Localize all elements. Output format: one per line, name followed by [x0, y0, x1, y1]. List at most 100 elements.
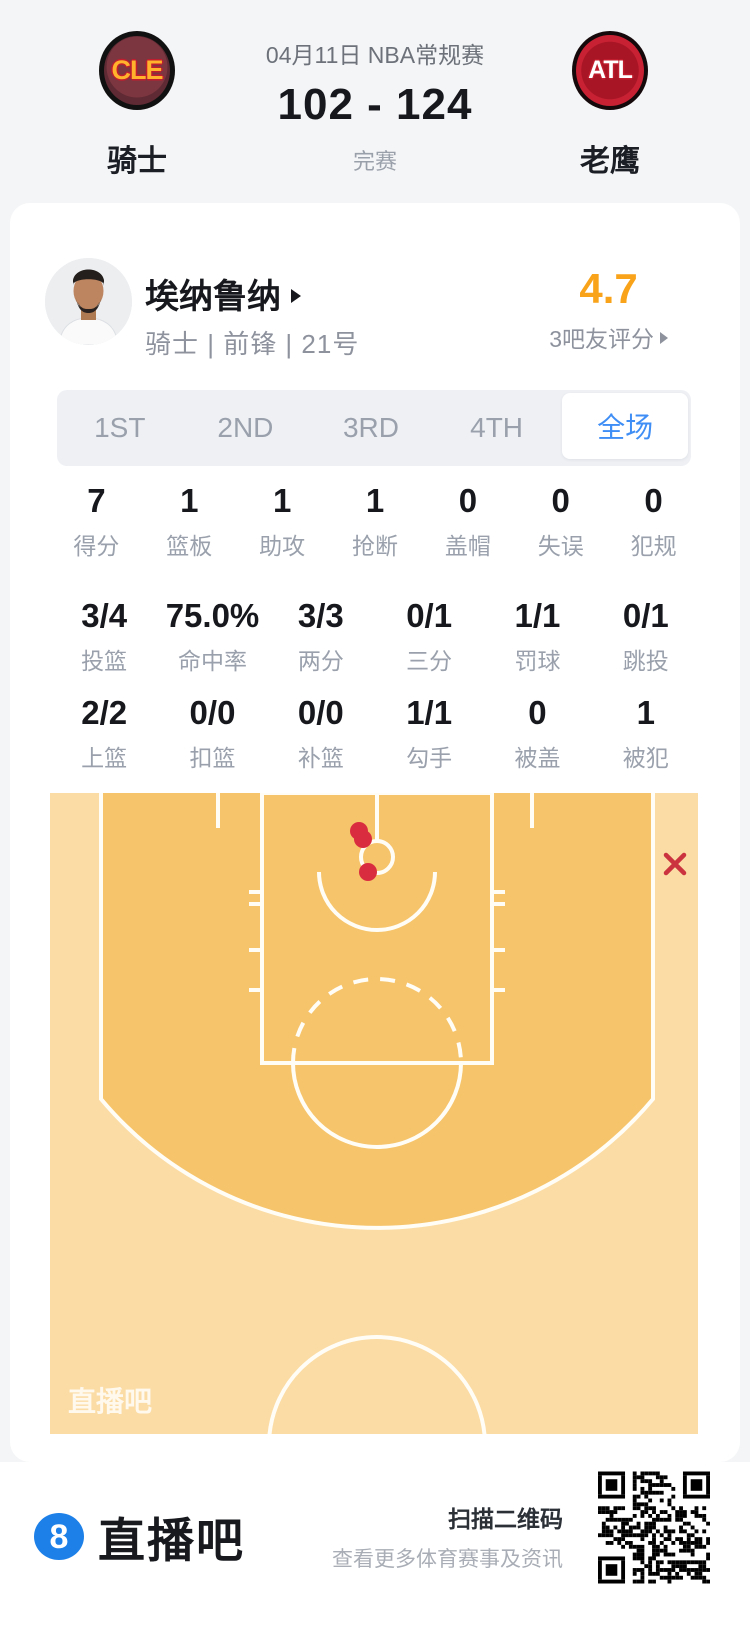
stat-value: 1	[180, 482, 199, 519]
team-away-name: 老鹰	[580, 145, 640, 178]
team-away[interactable]: ATL 老鹰	[540, 31, 680, 180]
stat-label: 投篮	[81, 648, 128, 674]
court-watermark: 直播吧	[68, 1386, 152, 1417]
rating-block[interactable]: 4.7 3吧友评分	[549, 267, 668, 354]
stat-value: 1/1	[514, 597, 561, 634]
player-name-row[interactable]: 埃纳鲁纳	[145, 269, 301, 318]
tab-1st[interactable]: 1ST	[94, 412, 146, 443]
brand-link[interactable]: 8 直播吧	[34, 1502, 245, 1571]
match-center: 04月11日 NBA常规赛 102 - 124 完赛	[185, 0, 565, 176]
stat-label: 罚球	[514, 648, 561, 674]
court-inner-zone	[101, 793, 653, 1228]
stat-cell: 3/3 两分	[267, 598, 375, 676]
chevron-right-icon	[660, 332, 668, 344]
stat-label: 抢断	[352, 533, 398, 559]
tab-2nd[interactable]: 2ND	[217, 412, 274, 443]
stat-value: 2/2	[81, 694, 128, 731]
stat-value: 0	[551, 482, 570, 519]
scan-title: 扫描二维码	[448, 1506, 563, 1532]
stat-label: 篮板	[166, 533, 213, 559]
stat-value: 1	[272, 482, 292, 519]
stat-label: 跳投	[622, 648, 669, 674]
made-shot-marker	[354, 830, 372, 848]
stat-value: 0	[528, 694, 547, 731]
cavaliers-logo: CLE	[99, 31, 175, 110]
stat-value: 0	[644, 482, 663, 519]
stat-value: 0	[458, 482, 478, 519]
rating-label: 3吧友评分	[549, 326, 654, 352]
player-photo	[45, 258, 132, 345]
tab-3rd[interactable]: 3RD	[342, 412, 399, 443]
scan-block: 扫描二维码 查看更多体育赛事及资讯	[332, 1500, 563, 1573]
qr-code	[598, 1471, 710, 1584]
hawks-logo-abbr: ATL	[588, 56, 633, 84]
match-score: 102 - 124	[277, 80, 473, 129]
stat-label: 助攻	[259, 533, 306, 559]
stat-label: 勾手	[406, 745, 453, 771]
team-home-name: 骑士	[107, 145, 167, 178]
stat-cell: 0 犯规	[607, 483, 700, 561]
player-meta: 骑士 | 前锋 | 21号	[145, 329, 360, 359]
tab-全场[interactable]: 全场	[562, 393, 688, 459]
stat-cell: 0 失误	[514, 483, 607, 561]
stat-value: 0/1	[406, 597, 453, 634]
stat-cell: 1/1 罚球	[483, 598, 591, 676]
chevron-right-icon	[291, 288, 301, 303]
stat-cell: 1 被犯	[592, 695, 700, 773]
zhibo8-logo-char: 8	[49, 1517, 69, 1556]
tab-4th[interactable]: 4TH	[470, 412, 524, 443]
stats-row-main: 7 得分 1 篮板 1 助攻 1 抢断 0 盖帽 0 失误 0 犯规	[50, 483, 700, 561]
stat-cell: 0/0 补篮	[267, 695, 375, 773]
hawks-logo: ATL	[572, 31, 648, 110]
stat-cell: 3/4 投篮	[50, 598, 158, 676]
court-svg: 直播吧	[50, 793, 698, 1434]
stat-cell: 0/0 扣篮	[158, 695, 266, 773]
stat-value: 75.0%	[165, 597, 260, 634]
brand-name: 直播吧	[98, 1514, 245, 1567]
stat-cell: 1 篮板	[143, 483, 236, 561]
hawks-logo-inner	[576, 35, 644, 106]
made-shot-marker	[359, 863, 377, 881]
player-avatar[interactable]	[45, 258, 132, 345]
stat-label: 被盖	[514, 745, 561, 771]
cavaliers-logo-abbr: CLE	[111, 55, 164, 85]
court-lines	[99, 793, 655, 1434]
stat-label: 补篮	[297, 745, 344, 771]
team-home[interactable]: CLE 骑士	[67, 31, 207, 180]
stat-cell: 0 盖帽	[421, 483, 514, 561]
stat-cell: 1 抢断	[329, 483, 422, 561]
quarter-tabbar: 1ST 2ND 3RD 4TH 全场	[57, 390, 691, 466]
stat-label: 得分	[73, 533, 120, 559]
stat-value: 0/0	[189, 694, 236, 731]
stat-value: 1	[636, 694, 655, 731]
stat-label: 被犯	[622, 745, 669, 771]
stat-value: 0/1	[622, 597, 669, 634]
stat-cell: 2/2 上篮	[50, 695, 158, 773]
stat-cell: 0/1 三分	[375, 598, 483, 676]
stat-cell: 75.0% 命中率	[158, 598, 266, 676]
stat-label: 三分	[406, 648, 453, 674]
zhibo8-logo-icon: 8	[34, 1513, 84, 1560]
stats-row-detail: 2/2 上篮 0/0 扣篮 0/0 补篮 1/1 勾手 0 被盖 1 被犯	[50, 695, 700, 773]
scan-subtitle: 查看更多体育赛事及资讯	[332, 1548, 563, 1571]
shot-chart: 直播吧	[50, 793, 698, 1434]
stat-value: 0/0	[297, 694, 344, 731]
stat-value: 1/1	[406, 694, 453, 731]
missed-shot-marker	[663, 852, 687, 876]
shot-markers	[350, 822, 687, 881]
stat-cell: 7 得分	[50, 483, 143, 561]
stat-value: 7	[87, 482, 106, 519]
stat-label: 命中率	[177, 648, 247, 674]
stat-label: 上篮	[81, 745, 128, 771]
stat-label: 两分	[297, 648, 344, 674]
stat-value: 3/4	[81, 597, 128, 634]
player-card: 埃纳鲁纳 骑士 | 前锋 | 21号 4.7 3吧友评分 1ST 2ND 3RD 4T…	[10, 203, 740, 1462]
stat-value: 3/3	[297, 597, 344, 634]
rating-value: 4.7	[579, 265, 638, 312]
stat-label: 失误	[537, 533, 584, 559]
stat-value: 1	[365, 482, 385, 519]
scoreboard: CLE 骑士 04月11日 NBA常规赛 102 - 124 完赛 ATL 老鹰	[0, 0, 750, 203]
player-name: 埃纳鲁纳	[145, 278, 281, 316]
stat-cell: 1 助攻	[236, 483, 329, 561]
